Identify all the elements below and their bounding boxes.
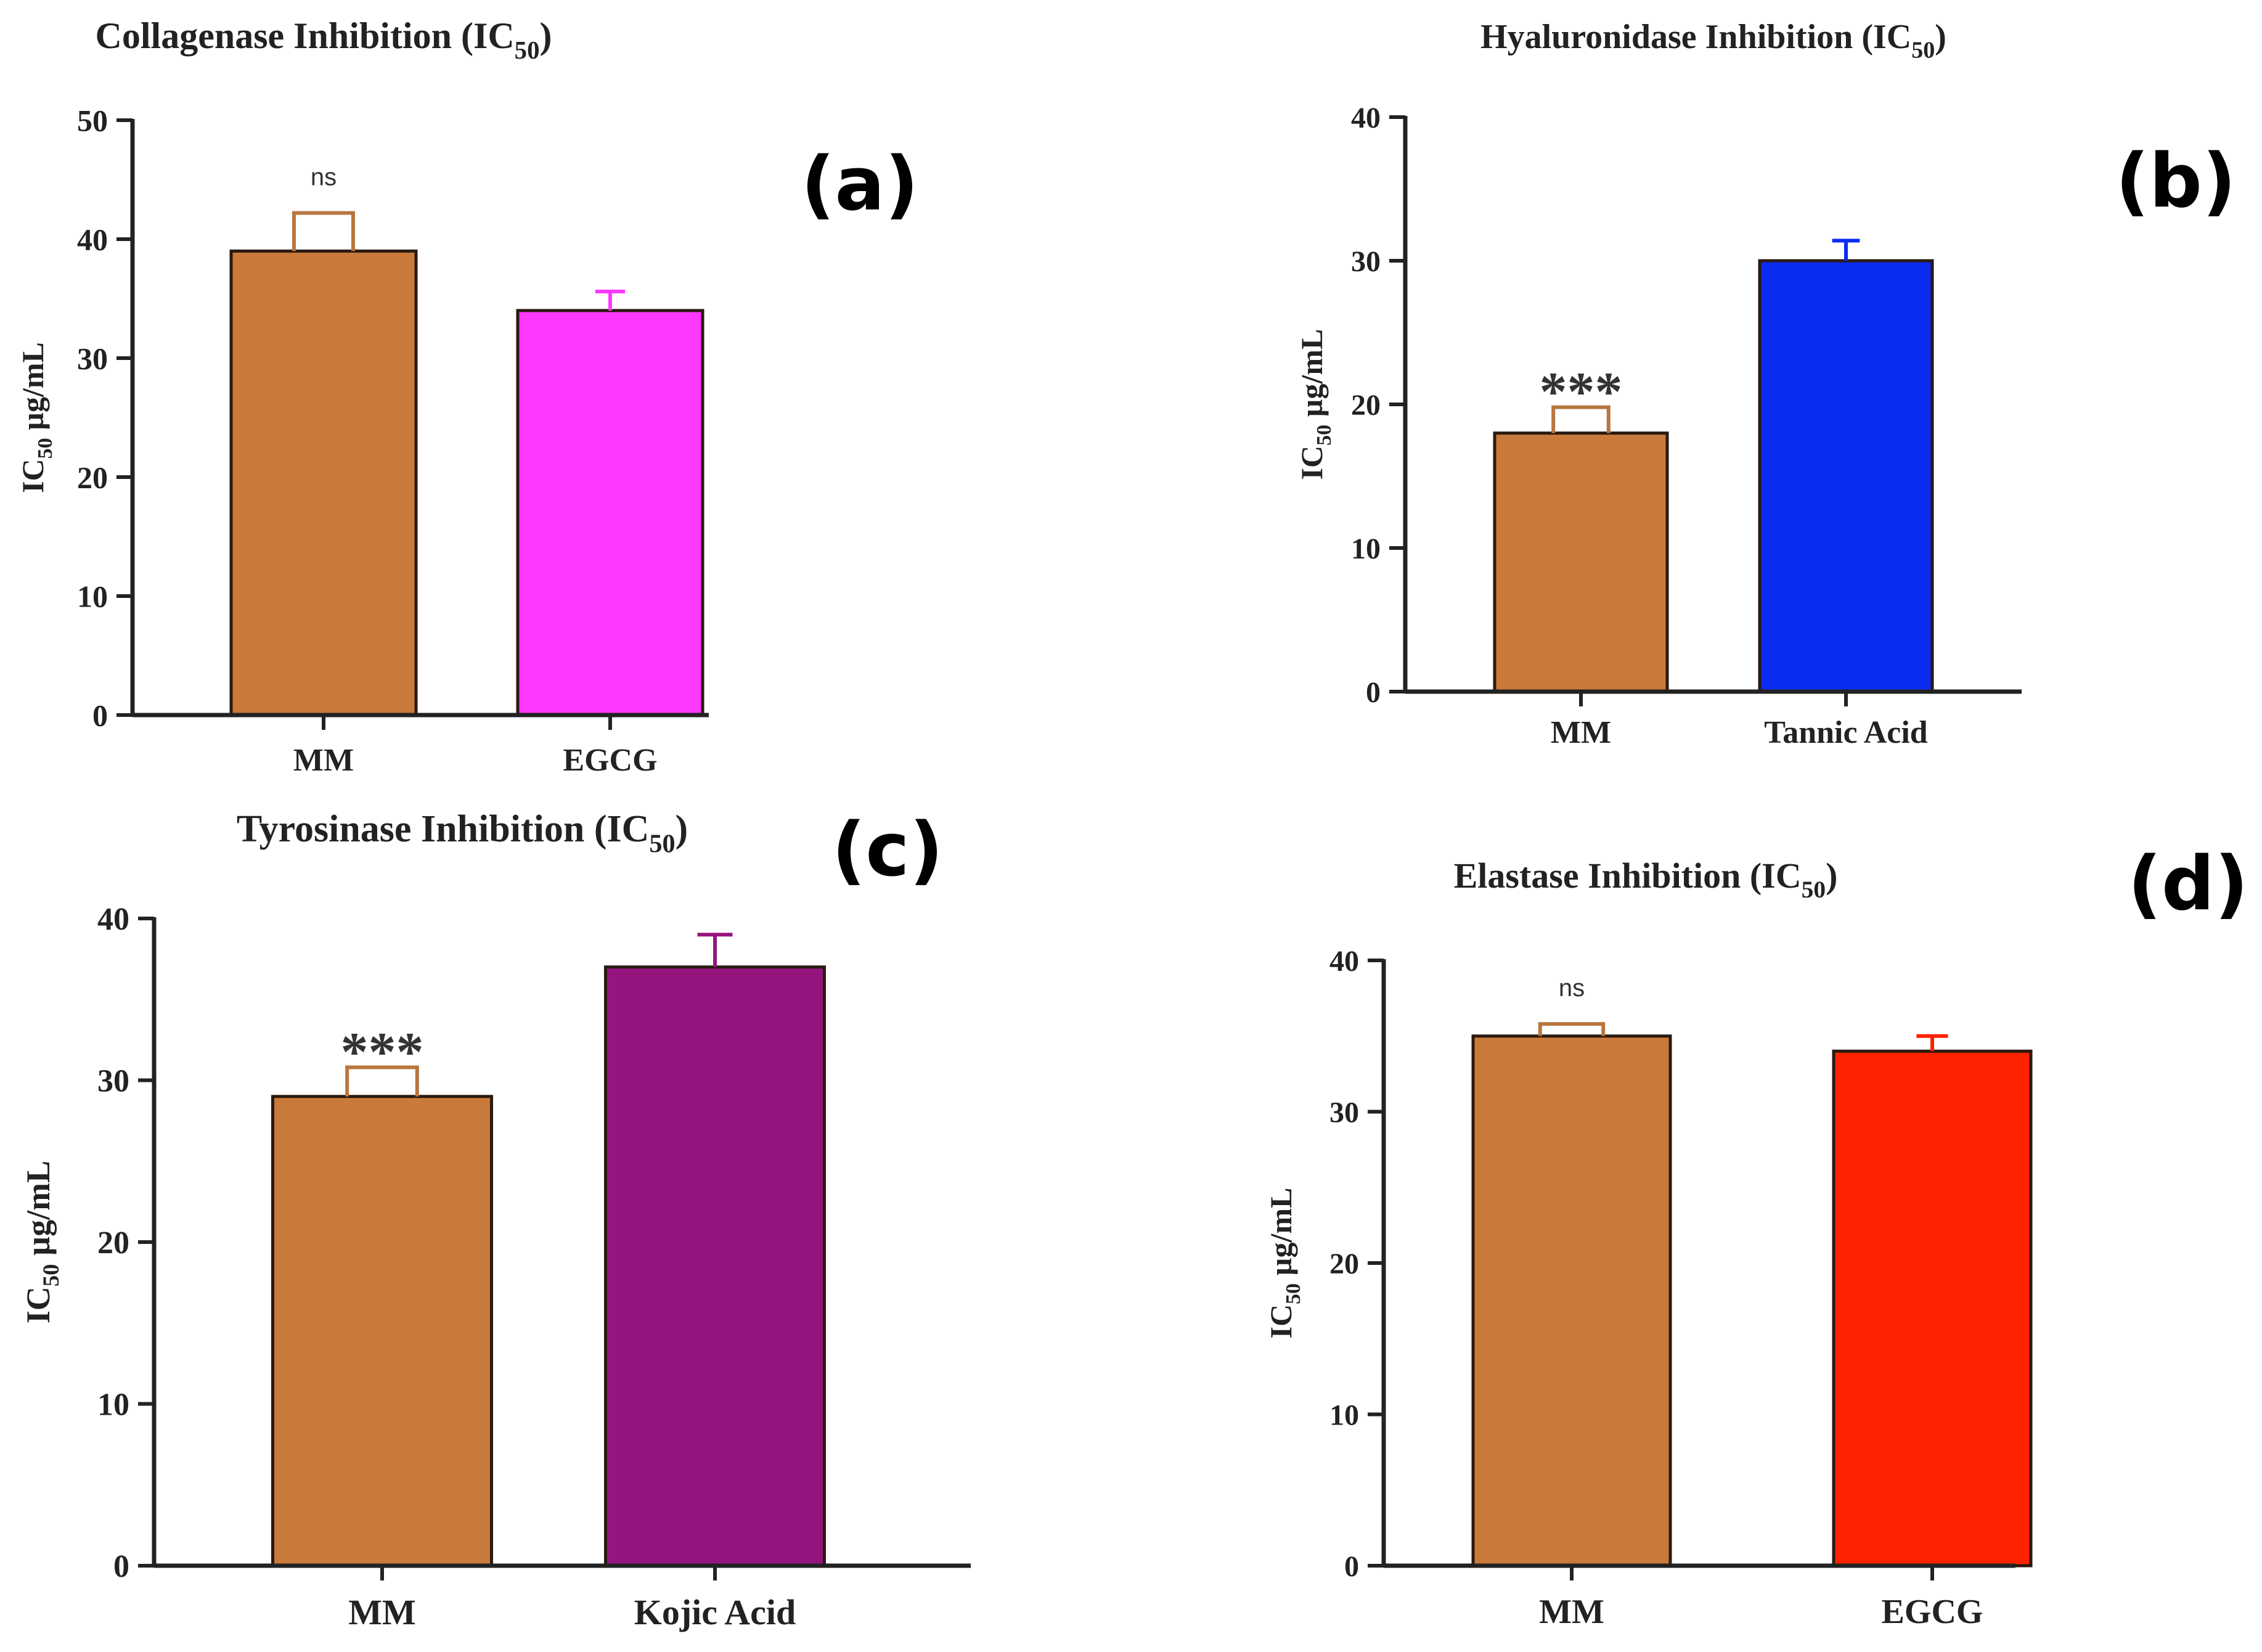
y-tick-label: 20 (77, 460, 108, 495)
y-tick-label: 0 (92, 698, 108, 733)
chart-panel-2: Hyaluronidase Inhibition (IC50)(b)IC50 µ… (1294, 18, 2236, 750)
y-tick-label: 0 (1344, 1550, 1359, 1583)
y-tick-label: 20 (97, 1225, 129, 1261)
bar-mm (1471, 1034, 1672, 1568)
y-axis-label-subscript: 50 (1282, 1283, 1305, 1304)
x-tick-label: MM (348, 1592, 416, 1632)
chart-title-text: Tyrosinase Inhibition (IC (237, 808, 650, 850)
y-axis-label-unit: µg/mL (20, 1161, 57, 1264)
chart-title-subscript: 50 (1911, 38, 1935, 63)
y-axis-label: IC50 µg/mL (1264, 1188, 1305, 1339)
chart-title-suffix: ) (676, 808, 688, 850)
y-tick-label: 30 (1351, 245, 1381, 278)
y-axis-label-unit: µg/mL (15, 342, 50, 438)
chart-title-suffix: ) (1826, 856, 1837, 896)
y-axis-label-main: IC (20, 1286, 57, 1323)
chart-title: Collagenase Inhibition (IC50) (96, 15, 552, 64)
y-axis-label: IC50 µg/mL (1294, 329, 1336, 480)
panel-label: (a) (801, 142, 919, 227)
y-tick-label: 30 (77, 341, 108, 376)
x-tick-label: Kojic Acid (634, 1592, 796, 1632)
y-axis-label-unit: µg/mL (1294, 329, 1329, 425)
bar-mm (229, 249, 418, 717)
y-tick-label: 40 (77, 223, 108, 257)
y-tick-label: 10 (1351, 533, 1381, 565)
panel-label: (b) (2115, 139, 2236, 224)
bar-mm (271, 1095, 493, 1568)
y-axis-label-subscript: 50 (34, 438, 57, 459)
bar-egcg (516, 309, 704, 717)
y-tick-label: 10 (1329, 1399, 1359, 1431)
error-bar (1538, 1022, 1606, 1036)
y-tick-label: 20 (1351, 389, 1381, 422)
y-axis-label-subscript: 50 (38, 1264, 63, 1286)
y-tick-label: 0 (1366, 676, 1381, 709)
y-tick-label: 40 (97, 902, 129, 937)
error-bar (345, 1065, 419, 1097)
error-bar (292, 211, 355, 251)
y-tick-label: 50 (77, 104, 108, 138)
x-tick-label: Tannic Acid (1764, 715, 1927, 750)
x-tick-label: EGCG (563, 743, 657, 778)
chart-panel-4: Elastase Inhibition (IC50) (d)IC50 µg/mLM… (1264, 841, 2248, 1631)
y-axis-label-subscript: 50 (1313, 425, 1336, 446)
error-bar (1916, 1034, 1948, 1052)
chart-panel-1: Collagenase Inhibition (IC50)(a)IC50 µg/… (15, 15, 918, 778)
error-bar (595, 289, 625, 311)
y-tick-label: 40 (1351, 102, 1381, 134)
chart-title-text: Collagenase Inhibition (IC (96, 15, 515, 56)
chart-panel-3: Tyrosinase Inhibition (IC50) (c)IC50 µg/m… (20, 808, 971, 1632)
significance-label: *** (341, 1022, 424, 1083)
error-bar (1551, 405, 1611, 433)
panel-label: (c) (832, 808, 944, 893)
chart-title: Hyaluronidase Inhibition (IC50) (1480, 18, 1946, 63)
bar-egcg (1832, 1049, 2033, 1568)
chart-title-text: Elastase Inhibition (IC (1454, 856, 1802, 896)
y-tick-label: 40 (1329, 945, 1359, 978)
panel-label: (d) (2128, 841, 2248, 927)
y-tick-label: 10 (97, 1388, 129, 1423)
significance-label: *** (1540, 362, 1623, 423)
error-bar (1832, 239, 1860, 261)
chart-title-subscript: 50 (1802, 876, 1826, 903)
chart-title: Elastase Inhibition (IC50) (1454, 856, 1838, 903)
chart-title-suffix: ) (1935, 18, 1946, 56)
y-tick-label: 10 (77, 579, 108, 614)
x-tick-label: MM (1539, 1593, 1604, 1631)
chart-title: Tyrosinase Inhibition (IC50) (237, 808, 688, 858)
bar-mm (1493, 431, 1669, 693)
chart-title-subscript: 50 (649, 829, 675, 858)
bar-tannic-acid (1758, 259, 1934, 693)
chart-title-subscript: 50 (515, 36, 540, 64)
y-tick-label: 20 (1329, 1248, 1359, 1280)
error-bar (697, 933, 733, 967)
y-axis-label-unit: µg/mL (1264, 1188, 1298, 1283)
y-tick-label: 30 (1329, 1096, 1359, 1129)
chart-title-text: Hyaluronidase Inhibition (IC (1480, 18, 1911, 56)
significance-label: ns (1559, 975, 1585, 1002)
y-axis-label-main: IC (15, 459, 50, 493)
y-axis-label-main: IC (1264, 1304, 1298, 1339)
x-tick-label: MM (1551, 715, 1611, 750)
y-axis-label: IC50 µg/mL (20, 1161, 63, 1323)
x-tick-label: MM (293, 743, 354, 778)
y-axis-label: IC50 µg/mL (15, 342, 57, 493)
significance-label: ns (311, 164, 337, 191)
y-axis-label-main: IC (1294, 446, 1329, 480)
x-tick-label: EGCG (1882, 1593, 1983, 1631)
y-tick-label: 0 (113, 1549, 129, 1584)
y-tick-label: 30 (97, 1064, 129, 1099)
chart-title-suffix: ) (539, 15, 552, 56)
bar-kojic-acid (604, 965, 826, 1568)
